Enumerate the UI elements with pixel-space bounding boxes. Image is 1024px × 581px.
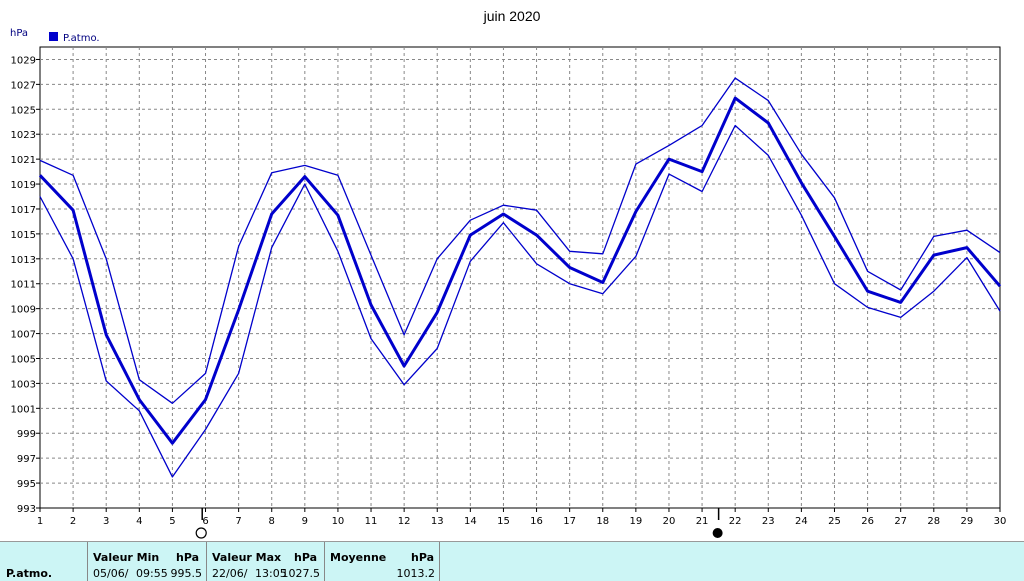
y-tick-label: 1015	[11, 230, 36, 241]
y-tick-label: 993	[17, 504, 36, 515]
series-lines	[38, 77, 1002, 478]
y-tick-label: 997	[17, 454, 36, 465]
x-tick-label: 21	[696, 516, 709, 527]
min-header: Valeur Min	[93, 551, 160, 564]
y-axis-unit: hPa	[10, 28, 28, 39]
y-tick-label: 1017	[11, 205, 36, 216]
mean-value: 1013.2	[396, 567, 436, 580]
y-tick-label: 1007	[11, 330, 36, 341]
x-tick-label: 19	[629, 516, 642, 527]
x-tick-label: 24	[795, 516, 808, 527]
min-time: 09:55	[136, 567, 168, 580]
x-tick-label: 26	[861, 516, 874, 527]
series-line-max	[39, 77, 1001, 404]
footer-label-cell: P.atmo.	[0, 542, 88, 581]
x-tick-label: 28	[927, 516, 940, 527]
y-tick-label: 1025	[11, 105, 36, 116]
max-time: 13:05	[255, 567, 287, 580]
x-tick-label: 2	[70, 516, 76, 527]
y-tick-label: 1009	[11, 305, 36, 316]
x-tick-label: 29	[961, 516, 974, 527]
x-tick-label: 25	[828, 516, 841, 527]
series-line-mean	[38, 96, 1002, 445]
x-tick-label: 10	[332, 516, 345, 527]
pressure-chart: juin 2020 hPa P.atmo. 993 995 997 999 1001 10…	[10, 8, 1007, 539]
x-tick-label: 15	[497, 516, 510, 527]
footer-row-label: P.atmo.	[6, 567, 53, 580]
y-tick-label: 1027	[11, 80, 36, 91]
x-tick-label: 18	[596, 516, 609, 527]
x-tick-label: 27	[894, 516, 907, 527]
min-value: 995.5	[170, 567, 203, 580]
y-tick-label: 1011	[11, 280, 36, 291]
footer-mean-cell: Moyenne hPa 1013.2	[325, 542, 440, 581]
y-tick-label: 1019	[11, 180, 36, 191]
mean-header: Moyenne	[330, 551, 387, 564]
y-axis-ticks: 993 995 997 999 1001 1003 1005 1007 1009 1011 1013…	[11, 55, 40, 515]
y-tick-label: 1021	[11, 155, 36, 166]
max-value: 1027.5	[281, 567, 321, 580]
x-tick-label: 12	[398, 516, 411, 527]
footer-min-cell: Valeur Min hPa 05/06/ 09:55 995.5	[88, 542, 207, 581]
max-date: 22/06/	[212, 567, 248, 580]
x-tick-label: 1	[37, 516, 43, 527]
x-tick-label: 16	[530, 516, 543, 527]
y-tick-label: 1023	[11, 130, 36, 141]
x-axis-ticks: 1 2 3 4 5 6 7 8 9 10 11 12 13 14 15 16 17 18 19 20 21 22 23 24 2…	[37, 508, 1007, 527]
x-tick-label: 4	[136, 516, 142, 527]
y-tick-label: 995	[17, 479, 36, 490]
stats-footer: P.atmo. Valeur Min hPa 05/06/ 09:55 995.…	[0, 541, 1024, 581]
x-tick-label: 30	[994, 516, 1007, 527]
x-tick-label: 3	[103, 516, 109, 527]
x-tick-label: 22	[729, 516, 742, 527]
grid-lines	[40, 47, 1000, 508]
min-unit: hPa	[176, 551, 200, 564]
x-tick-label: 6	[202, 516, 208, 527]
x-tick-label: 11	[365, 516, 378, 527]
x-tick-label: 17	[563, 516, 576, 527]
footer-max-cell: Valeur Max hPa 22/06/ 13:05 1027.5	[207, 542, 325, 581]
max-unit: hPa	[294, 551, 318, 564]
full-moon-icon	[195, 527, 207, 539]
min-date: 05/06/	[93, 567, 129, 580]
x-tick-label: 23	[762, 516, 775, 527]
y-tick-label: 1029	[11, 55, 36, 66]
legend-swatch	[49, 32, 58, 41]
series-line-min	[39, 124, 1001, 478]
chart-title: juin 2020	[483, 8, 541, 24]
x-tick-label: 8	[269, 516, 275, 527]
max-header: Valeur Max	[212, 551, 282, 564]
x-tick-label: 5	[169, 516, 175, 527]
x-tick-label: 13	[431, 516, 444, 527]
moon-markers	[195, 508, 723, 539]
mean-unit: hPa	[411, 551, 435, 564]
y-tick-label: 1001	[11, 404, 36, 415]
x-tick-label: 9	[302, 516, 308, 527]
legend-label: P.atmo.	[63, 33, 100, 44]
y-tick-label: 1013	[11, 255, 36, 266]
y-tick-label: 999	[17, 429, 36, 440]
y-tick-label: 1003	[11, 379, 36, 390]
x-tick-label: 14	[464, 516, 477, 527]
new-moon-icon	[712, 528, 723, 538]
x-tick-label: 20	[663, 516, 676, 527]
plot-area-frame	[39, 46, 1001, 509]
x-tick-label: 7	[235, 516, 241, 527]
y-tick-label: 1005	[11, 354, 36, 365]
